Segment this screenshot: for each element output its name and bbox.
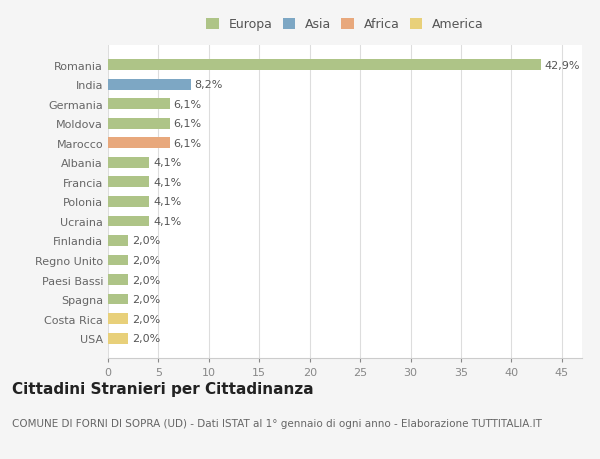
Bar xyxy=(108,274,128,285)
Text: 2,0%: 2,0% xyxy=(132,256,160,265)
Text: 2,0%: 2,0% xyxy=(132,295,160,304)
Bar xyxy=(108,196,149,207)
Text: 4,1%: 4,1% xyxy=(154,217,182,226)
Text: 4,1%: 4,1% xyxy=(154,178,182,187)
Text: COMUNE DI FORNI DI SOPRA (UD) - Dati ISTAT al 1° gennaio di ogni anno - Elaboraz: COMUNE DI FORNI DI SOPRA (UD) - Dati IST… xyxy=(12,418,542,428)
Text: 2,0%: 2,0% xyxy=(132,236,160,246)
Bar xyxy=(108,118,170,129)
Text: 42,9%: 42,9% xyxy=(545,61,580,70)
Text: 2,0%: 2,0% xyxy=(132,314,160,324)
Text: 6,1%: 6,1% xyxy=(173,119,202,129)
Bar xyxy=(108,99,170,110)
Legend: Europa, Asia, Africa, America: Europa, Asia, Africa, America xyxy=(202,15,488,35)
Text: 6,1%: 6,1% xyxy=(173,100,202,109)
Bar xyxy=(108,79,191,90)
Text: 4,1%: 4,1% xyxy=(154,197,182,207)
Bar xyxy=(108,255,128,266)
Text: Cittadini Stranieri per Cittadinanza: Cittadini Stranieri per Cittadinanza xyxy=(12,381,314,396)
Text: 6,1%: 6,1% xyxy=(173,139,202,148)
Bar xyxy=(108,333,128,344)
Bar xyxy=(108,177,149,188)
Text: 4,1%: 4,1% xyxy=(154,158,182,168)
Bar xyxy=(108,235,128,246)
Bar xyxy=(108,294,128,305)
Text: 2,0%: 2,0% xyxy=(132,334,160,343)
Bar xyxy=(108,60,541,71)
Text: 8,2%: 8,2% xyxy=(195,80,223,90)
Bar xyxy=(108,216,149,227)
Bar xyxy=(108,313,128,325)
Text: 2,0%: 2,0% xyxy=(132,275,160,285)
Bar xyxy=(108,157,149,168)
Bar xyxy=(108,138,170,149)
